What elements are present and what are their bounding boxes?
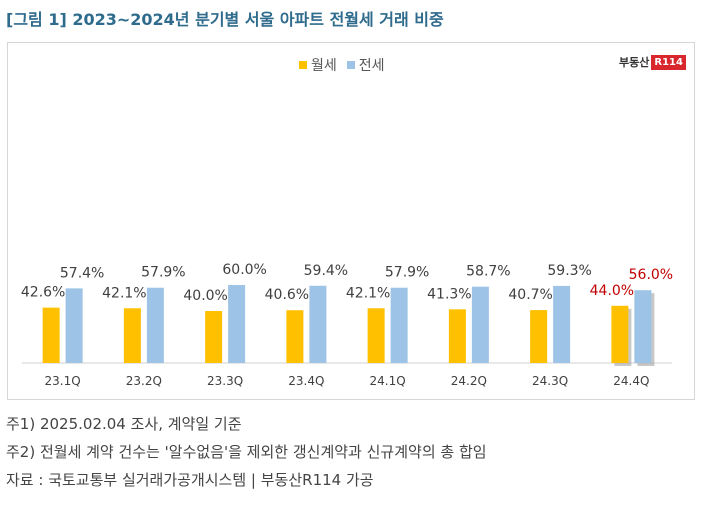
data-label-jeonse: 58.7%: [466, 264, 510, 280]
x-tick-label: 23.3Q: [207, 374, 243, 388]
bar-wolse: [367, 308, 385, 363]
chart-legend: 월세 전세: [299, 55, 385, 75]
legend-label-jeonse: 전세: [358, 58, 385, 74]
legend-swatch-jeonse: [346, 61, 355, 69]
data-label-wolse: 40.6%: [265, 287, 309, 303]
footnotes: 주1) 2025.02.04 조사, 계약일 기준 주2) 전월세 계약 건수는…: [6, 410, 487, 494]
bar-wolse: [611, 305, 629, 363]
data-label-wolse: 42.1%: [346, 285, 390, 301]
data-label-wolse: 40.0%: [183, 288, 227, 304]
bar-wolse: [286, 310, 304, 363]
bar-jeonse: [146, 287, 164, 363]
x-tick-label: 24.1Q: [370, 374, 406, 388]
x-tick-label: 24.2Q: [451, 374, 487, 388]
legend-swatch-wolse: [299, 61, 307, 69]
x-tick-label: 23.1Q: [45, 374, 81, 388]
bar-jeonse: [390, 287, 408, 363]
legend-label-wolse: 월세: [311, 58, 337, 74]
bar-jeonse: [228, 285, 246, 363]
data-label-wolse: 40.7%: [508, 287, 552, 303]
data-label-jeonse: 57.4%: [60, 265, 104, 281]
figure-title: [그림 1] 2023~2024년 분기별 서울 아파트 전월세 거래 비중: [6, 10, 444, 29]
bar-wolse: [42, 307, 60, 363]
legend-item-wolse: 월세: [299, 55, 337, 75]
x-tick-label: 23.4Q: [288, 374, 324, 388]
logo-text: 부동산: [619, 56, 650, 69]
footnote-1: 주1) 2025.02.04 조사, 계약일 기준: [6, 415, 242, 433]
data-label-wolse: 42.1%: [102, 285, 146, 301]
bar-jeonse: [65, 288, 83, 363]
bar-wolse: [205, 311, 223, 363]
bar-jeonse: [634, 290, 652, 363]
bar-jeonse: [553, 285, 571, 363]
x-tick-label: 24.3Q: [532, 374, 568, 388]
data-label-jeonse: 57.9%: [385, 265, 429, 281]
footnote-source: 자료 : 국토교통부 실거래가공개시스템 | 부동산R114 가공: [6, 471, 374, 489]
bar-chart: 42.6% 57.4% 23.1Q 42.1% 57.9% 23.2Q 40.0% 60.0%…: [21, 262, 673, 388]
bar-jeonse: [309, 285, 327, 363]
data-label-jeonse: 59.3%: [547, 263, 591, 279]
data-label-jeonse: 57.9%: [141, 265, 185, 281]
x-tick-label: 23.2Q: [126, 374, 162, 388]
x-tick-label: 24.4Q: [613, 374, 649, 388]
data-label-jeonse: 60.0%: [222, 262, 266, 278]
bar-wolse: [530, 310, 548, 363]
data-label-wolse: 42.6%: [21, 285, 65, 301]
data-label-wolse: 41.3%: [427, 286, 471, 302]
data-label-jeonse: 59.4%: [304, 263, 348, 279]
r114-logo: 부동산 R114: [619, 52, 686, 72]
logo-box: R114: [651, 54, 686, 70]
chart-panel: [7, 42, 695, 400]
data-label-jeonse: 56.0%: [629, 267, 673, 283]
bar-wolse: [123, 308, 141, 363]
data-label-wolse: 44.0%: [590, 283, 634, 299]
bar-wolse: [448, 309, 466, 363]
legend-item-jeonse: 전세: [346, 55, 385, 75]
footnote-2: 주2) 전월세 계약 건수는 '알수없음'을 제외한 갱신계약과 신규계약의 총…: [6, 443, 487, 461]
bar-jeonse: [471, 286, 489, 363]
